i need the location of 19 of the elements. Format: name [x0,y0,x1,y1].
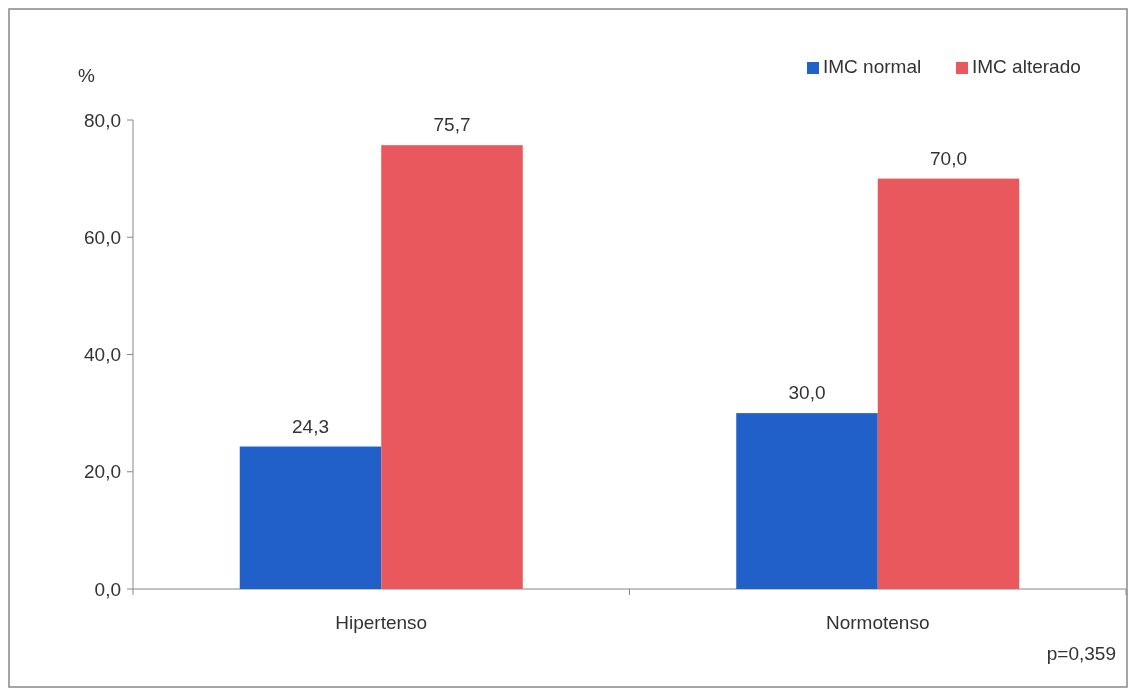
y-tick-label: 20,0 [84,461,121,483]
text: p=0,359 [1046,643,1116,664]
y-tick-label: 80,0 [84,109,121,131]
data-label: 24,3 [292,415,329,437]
bar [877,178,1020,589]
bar [736,413,878,589]
x-tick-label: Normotenso [826,612,930,633]
x-tick-label: Hipertenso [335,612,428,633]
y-axis-title: % [78,65,95,86]
y-tick-label: 60,0 [84,226,121,248]
legend-label: IMC alterado [972,56,1081,77]
bar [239,446,382,589]
data-label: 75,7 [433,114,471,136]
data-label: 70,0 [930,147,967,169]
y-tick-label: 40,0 [84,344,121,366]
data-label: 30,0 [788,382,826,404]
y-tick-label: 0,0 [94,578,121,600]
legend-label: IMC normal [823,56,922,77]
bar [381,145,523,589]
